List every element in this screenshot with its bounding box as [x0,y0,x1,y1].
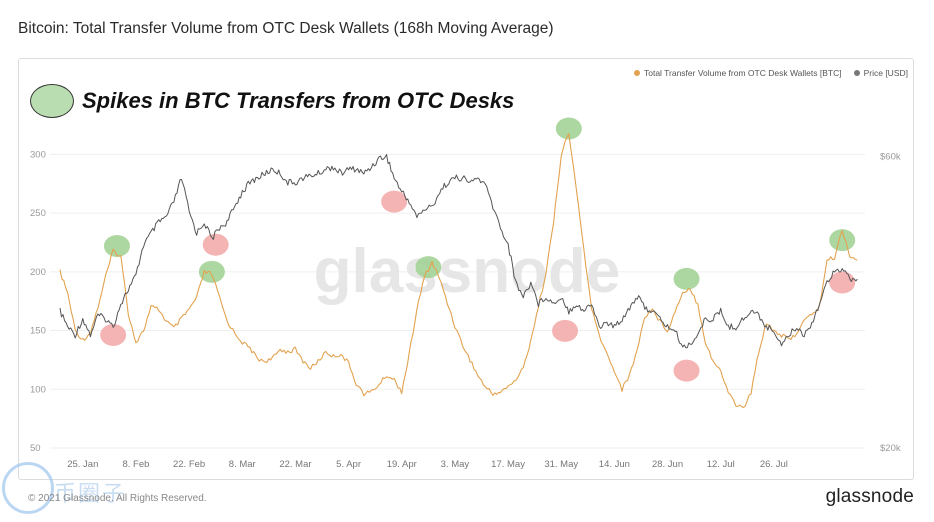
green-spike-marker-0 [103,234,130,257]
y-left-tick-4: 100 [30,384,46,395]
x-tick-5: 5. Apr [336,459,361,470]
x-tick-2: 22. Feb [173,459,205,470]
x-tick-3: 8. Mar [229,459,256,470]
legend-volume[interactable]: Total Transfer Volume from OTC Desk Wall… [633,68,842,78]
x-tick-7: 3. May [441,459,470,470]
x-tick-13: 26. Jul [760,459,788,470]
y-left-tick-1: 250 [30,208,46,219]
y-left-tick-0: 300 [30,149,46,160]
legend-volume-label: Total Transfer Volume from OTC Desk Wall… [643,68,842,78]
y-left-tick-3: 150 [30,326,46,337]
x-tick-8: 17. May [491,459,525,470]
red-price-marker-2 [381,190,408,213]
x-tick-11: 28. Jun [652,459,683,470]
green-circle-marker [30,84,74,118]
red-price-marker-5 [829,271,856,294]
price-series-line [59,154,858,349]
x-tick-4: 22. Mar [279,459,311,470]
x-tick-6: 19. Apr [387,459,417,470]
green-spike-marker-5 [829,229,856,252]
legend-price-swatch [853,70,860,76]
annotation-text: Spikes in BTC Transfers from OTC Desks [82,88,515,113]
corner-watermark-ring [2,462,54,514]
y-left-tick-5: 50 [30,443,41,454]
red-price-marker-1 [202,233,229,256]
chart-card [18,58,914,480]
green-spike-marker-3 [555,117,582,140]
footer-copyright: © 2021 Glassnode. All Rights Reserved. [28,493,207,504]
green-spike-marker-2 [415,256,442,279]
legend-price[interactable]: Price [USD] [853,68,908,78]
x-tick-9: 31. May [544,459,578,470]
y-right-tick-0: $60k [880,152,901,163]
green-spike-marker-4 [673,267,700,290]
red-price-marker-3 [552,319,579,342]
legend-price-label: Price [USD] [863,68,908,78]
x-tick-12: 12. Jul [707,459,735,470]
red-price-marker-0 [100,324,127,347]
legend-volume-swatch [633,70,640,76]
green-spike-marker-1 [198,260,225,283]
chart-legend: Total Transfer Volume from OTC Desk Wall… [633,68,908,78]
volume-series-line [59,133,858,409]
center-watermark: glassnode [314,237,621,306]
x-tick-0: 25. Jan [67,459,98,470]
glassnode-logo: glassnode [825,486,914,507]
y-right-tick-1: $20k [880,443,901,454]
y-left-tick-2: 200 [30,267,46,278]
spikes-annotation: Spikes in BTC Transfers from OTC Desks [30,84,514,118]
x-tick-1: 8. Feb [122,459,149,470]
page-title: Bitcoin: Total Transfer Volume from OTC … [18,20,554,37]
red-price-marker-4 [673,359,700,382]
x-tick-10: 14. Jun [599,459,630,470]
corner-watermark-text: 币圈子 [54,482,127,507]
